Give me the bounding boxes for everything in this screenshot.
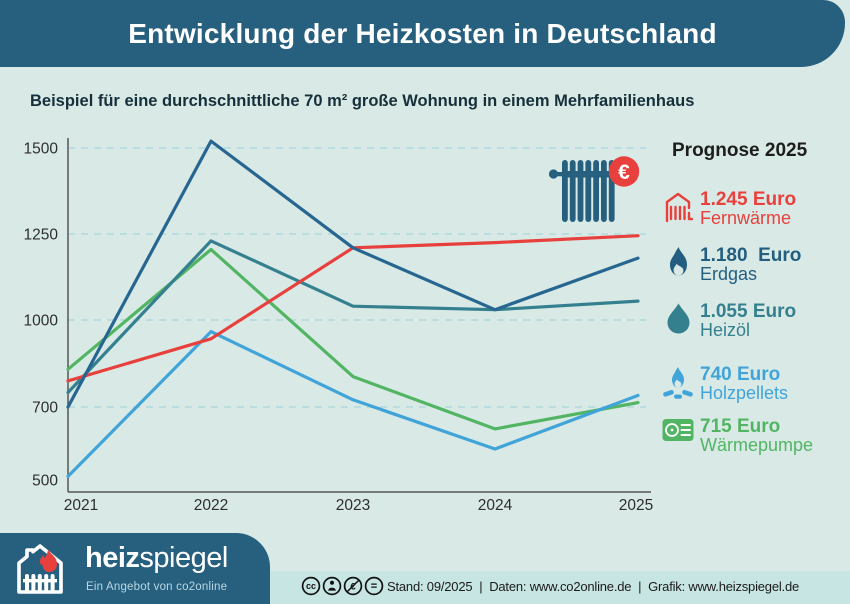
logo-word-heiz: heiz (85, 542, 140, 574)
legend-item-holzpellets: 740 Euro Holzpellets (660, 365, 788, 403)
logo-word-spiegel: spiegel (139, 542, 228, 574)
series-line-fernwrme (66, 234, 640, 383)
oil-drop-icon (660, 302, 696, 334)
y-axis-tick-label: 1000 (24, 313, 59, 330)
x-axis-year-label: 2024 (478, 497, 513, 514)
legend-label: Wärmepumpe (700, 435, 814, 455)
heizspiegel-house-icon (12, 541, 68, 602)
legend-value: 1.245 Euro (700, 189, 797, 210)
legend-value: 1.055 Euro (700, 301, 797, 322)
legend-title: Prognose 2025 (672, 140, 808, 161)
legend-label: Fernwärme (700, 208, 792, 228)
axis-lines (67, 138, 651, 493)
chart-subtitle: Beispiel für eine durchschnittliche 70 m… (30, 92, 695, 110)
legend-value: 715 Euro (700, 416, 781, 437)
series-line-heizl (66, 239, 640, 395)
legend-item-erdgas: 1.180 Euro Erdgas (660, 246, 801, 284)
radiator-fins (23, 574, 57, 592)
cc-by-icon (322, 576, 342, 596)
cc-license-icons: cc € = (301, 576, 384, 596)
logo-tagline: Ein Angebot von co2online (86, 581, 228, 593)
legend-value: 1.180 Euro (700, 245, 802, 266)
legend-item-heizoel: 1.055 Euro Heizöl (660, 302, 796, 340)
y-axis-tick-label: 1250 (24, 227, 59, 244)
svg-text:cc: cc (306, 581, 316, 591)
y-axis-tick-label: 700 (32, 400, 58, 417)
header: Entwicklung der Heizkosten in Deutschlan… (0, 0, 845, 67)
x-axis-year-label: 2025 (619, 497, 653, 514)
cc-nd-icon: = (364, 576, 384, 596)
legend-label: Holzpellets (700, 383, 789, 403)
euro-badge (608, 156, 640, 187)
svg-text:€: € (350, 581, 356, 592)
svg-text:=: = (371, 581, 377, 593)
series-line-erdgas (66, 139, 640, 409)
legend-value: 740 Euro (700, 364, 781, 385)
footer-info-text: Stand: 09/2025 | Daten: www.co2online.de… (387, 579, 800, 594)
cc-nc-icon: € (343, 576, 363, 596)
wood-fire-icon (660, 365, 696, 400)
euro-symbol: € (618, 161, 630, 184)
prognosis-legend: Prognose 2025 1.245 Euro Fernwärme (660, 140, 848, 480)
page-title: Entwicklung der Heizkosten in Deutschlan… (128, 17, 717, 49)
series-line-holzpellets (66, 330, 640, 478)
legend-label: Heizöl (700, 320, 751, 340)
heizspiegel-logo: heizspiegel (85, 542, 228, 575)
radiator-icon: € (548, 155, 642, 234)
flame-icon (42, 550, 57, 572)
legend-label: Erdgas (700, 264, 758, 284)
heat-pump-icon (660, 417, 696, 442)
heating-cost-chart: 1500 1250 1000 700 500 2021 2022 2023 2024 2025 (10, 120, 660, 520)
x-axis-year-label: 2021 (64, 497, 98, 514)
district-heating-icon (660, 190, 696, 223)
legend-item-fernwaerme: 1.245 Euro Fernwärme (660, 190, 796, 228)
gas-flame-icon (660, 246, 696, 278)
legend-item-waermepumpe: 715 Euro Wärmepumpe (660, 417, 813, 455)
y-axis-tick-label: 1500 (24, 141, 59, 158)
x-axis-year-label: 2023 (336, 497, 370, 514)
line-chart-canvas: 1500 1250 1000 700 500 2021 2022 2023 2024 2025 (24, 138, 653, 514)
series-line-wrmepumpe (66, 247, 640, 431)
cc-icon: cc (301, 576, 321, 596)
y-axis-tick-label: 500 (32, 473, 58, 490)
x-axis-year-label: 2022 (194, 497, 228, 514)
